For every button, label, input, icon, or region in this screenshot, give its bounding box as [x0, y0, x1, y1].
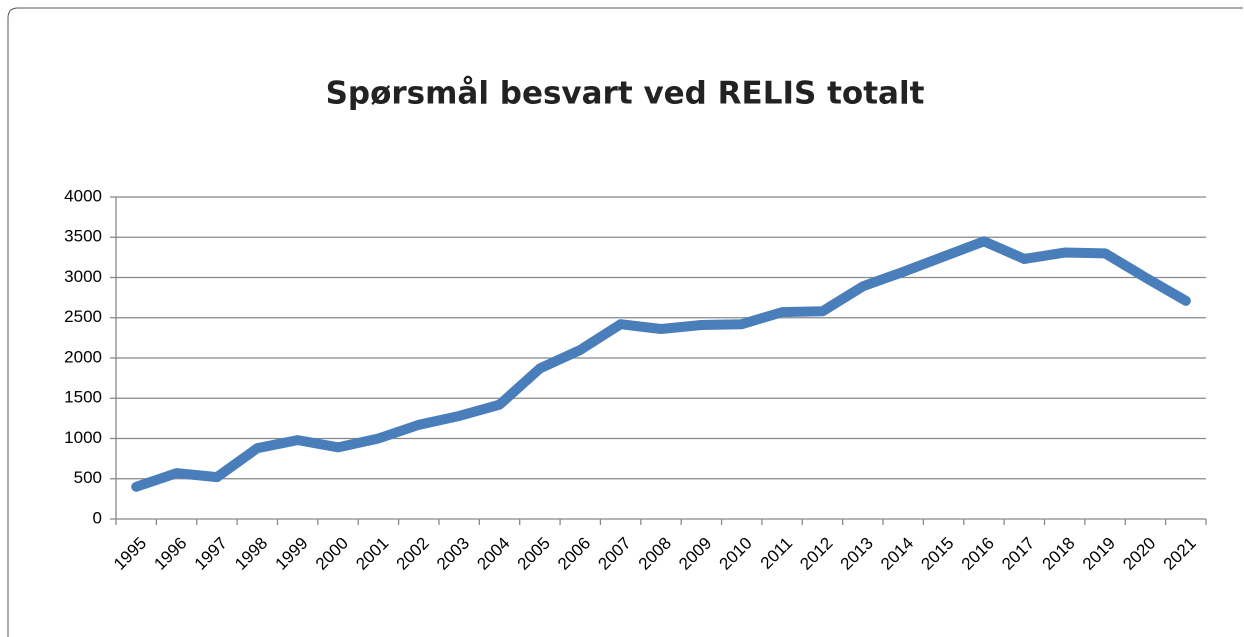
x-tick-label: 2013 — [837, 534, 877, 574]
y-tick-label: 3500 — [64, 227, 102, 246]
y-tick-label: 500 — [74, 468, 102, 487]
x-tick-label: 1995 — [110, 534, 150, 574]
y-tick-label: 2000 — [64, 347, 102, 366]
x-tick-label: 2001 — [352, 534, 392, 574]
x-tick-label: 2003 — [433, 534, 473, 574]
x-tick-label: 2002 — [393, 534, 433, 574]
x-tick-label: 2005 — [514, 534, 554, 574]
chart-title: Spørsmål besvart ved RELIS totalt — [326, 76, 925, 112]
y-tick-label: 3000 — [64, 267, 102, 286]
x-tick-label: 2008 — [635, 534, 675, 574]
x-tick-label: 2017 — [998, 534, 1038, 574]
x-tick-label: 2020 — [1119, 534, 1159, 574]
y-tick-label: 1500 — [64, 388, 102, 407]
x-tick-label: 2021 — [1160, 534, 1200, 574]
x-tick-label: 2016 — [958, 534, 998, 574]
x-tick-label: 1999 — [271, 534, 311, 574]
x-tick-label: 1997 — [191, 534, 231, 574]
x-tick-label: 2012 — [796, 534, 836, 574]
frame — [7, 7, 1243, 637]
x-tick-label: 2010 — [716, 534, 756, 574]
x-tick-label: 2004 — [473, 534, 513, 574]
x-tick-label: 2019 — [1079, 534, 1119, 574]
y-tick-label: 1000 — [64, 428, 102, 447]
y-tick-label: 2500 — [64, 307, 102, 326]
x-tick-label: 2007 — [594, 534, 634, 574]
x-tick-label: 2006 — [554, 534, 594, 574]
y-tick-label: 4000 — [64, 186, 102, 205]
line-series — [131, 236, 1191, 492]
x-tick-label: 1996 — [150, 534, 190, 574]
x-tick-label: 1998 — [231, 534, 271, 574]
x-tick-label: 2018 — [1039, 534, 1079, 574]
x-tick-label: 2015 — [917, 534, 957, 574]
x-tick-label: 2014 — [877, 534, 917, 574]
x-tick-label: 2011 — [757, 534, 796, 573]
x-tick-label: 2009 — [675, 534, 715, 574]
x-tick-label: 2000 — [312, 534, 352, 574]
y-tick-label: 0 — [93, 508, 102, 527]
